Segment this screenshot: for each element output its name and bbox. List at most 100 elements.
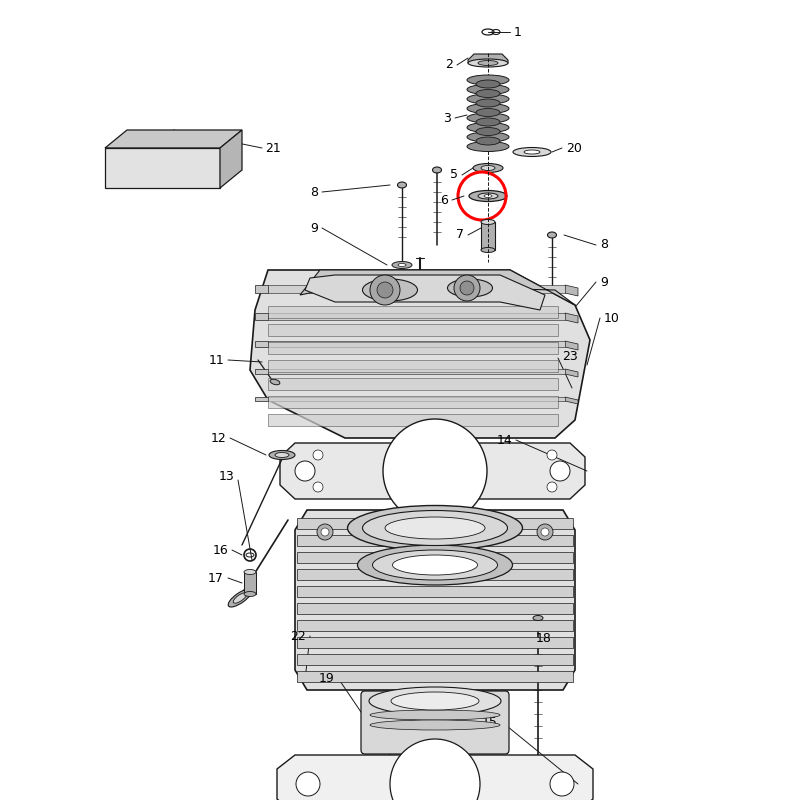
Bar xyxy=(268,341,565,347)
Text: 13: 13 xyxy=(218,470,234,482)
Polygon shape xyxy=(105,130,242,148)
Ellipse shape xyxy=(358,545,513,585)
Text: 8: 8 xyxy=(600,238,608,251)
Ellipse shape xyxy=(467,85,509,94)
Ellipse shape xyxy=(558,329,568,337)
Bar xyxy=(297,620,573,631)
Ellipse shape xyxy=(533,615,543,621)
Text: 1: 1 xyxy=(514,26,522,38)
Ellipse shape xyxy=(542,314,562,322)
Circle shape xyxy=(541,528,549,536)
Polygon shape xyxy=(244,572,256,594)
Ellipse shape xyxy=(547,232,557,238)
Bar xyxy=(268,342,558,354)
Bar xyxy=(297,518,573,529)
Circle shape xyxy=(370,275,400,305)
Ellipse shape xyxy=(234,593,246,603)
Circle shape xyxy=(383,419,487,523)
Polygon shape xyxy=(220,130,242,188)
Bar xyxy=(297,569,573,580)
Circle shape xyxy=(321,528,329,536)
Ellipse shape xyxy=(476,127,500,135)
Polygon shape xyxy=(565,285,578,296)
Ellipse shape xyxy=(513,147,551,157)
Polygon shape xyxy=(255,369,268,374)
Bar xyxy=(297,637,573,648)
Ellipse shape xyxy=(347,506,522,550)
Text: 12: 12 xyxy=(210,431,226,445)
Polygon shape xyxy=(565,397,578,404)
Text: 20: 20 xyxy=(566,142,582,154)
Bar xyxy=(268,397,565,401)
Polygon shape xyxy=(255,285,268,293)
Polygon shape xyxy=(565,369,578,377)
Ellipse shape xyxy=(228,589,252,607)
Polygon shape xyxy=(255,397,268,401)
Ellipse shape xyxy=(362,279,418,301)
Bar xyxy=(268,378,558,390)
Ellipse shape xyxy=(469,190,507,202)
Ellipse shape xyxy=(468,59,508,67)
Polygon shape xyxy=(565,313,578,323)
Bar xyxy=(268,285,565,293)
Ellipse shape xyxy=(467,142,509,151)
Ellipse shape xyxy=(385,517,485,539)
Ellipse shape xyxy=(476,109,500,117)
Bar xyxy=(268,396,558,408)
Ellipse shape xyxy=(370,720,500,730)
Ellipse shape xyxy=(467,122,509,133)
Bar xyxy=(297,603,573,614)
Bar xyxy=(297,654,573,665)
Text: 23: 23 xyxy=(562,350,578,362)
Ellipse shape xyxy=(481,247,495,253)
Ellipse shape xyxy=(476,99,500,107)
Circle shape xyxy=(550,772,574,796)
Polygon shape xyxy=(295,510,575,690)
Ellipse shape xyxy=(467,113,509,123)
Circle shape xyxy=(317,524,333,540)
Ellipse shape xyxy=(478,193,498,199)
Ellipse shape xyxy=(392,262,412,269)
Ellipse shape xyxy=(524,150,540,154)
Ellipse shape xyxy=(447,279,493,297)
Bar xyxy=(268,324,558,336)
Ellipse shape xyxy=(476,80,500,88)
Circle shape xyxy=(390,739,480,800)
Ellipse shape xyxy=(373,550,498,580)
Polygon shape xyxy=(468,54,508,63)
Bar xyxy=(297,535,573,546)
Polygon shape xyxy=(280,443,585,499)
Ellipse shape xyxy=(270,379,280,385)
Text: 16: 16 xyxy=(212,543,228,557)
Text: 18: 18 xyxy=(536,631,552,645)
Text: 17: 17 xyxy=(208,571,224,585)
Ellipse shape xyxy=(393,555,478,575)
Text: 7: 7 xyxy=(456,229,464,242)
Ellipse shape xyxy=(433,167,442,173)
Bar xyxy=(268,360,558,372)
Ellipse shape xyxy=(275,453,289,458)
Text: 2: 2 xyxy=(445,58,453,71)
Text: gasket sets: gasket sets xyxy=(126,163,198,173)
Circle shape xyxy=(295,461,315,481)
Ellipse shape xyxy=(473,163,503,173)
Polygon shape xyxy=(481,222,495,250)
Text: 9: 9 xyxy=(310,222,318,234)
Ellipse shape xyxy=(548,317,556,319)
Ellipse shape xyxy=(369,687,501,715)
Ellipse shape xyxy=(244,570,256,574)
Circle shape xyxy=(537,524,553,540)
Ellipse shape xyxy=(481,219,495,225)
Polygon shape xyxy=(277,755,593,800)
Ellipse shape xyxy=(391,692,479,710)
Bar xyxy=(268,414,558,426)
Ellipse shape xyxy=(476,118,500,126)
Text: 15: 15 xyxy=(482,715,498,729)
Polygon shape xyxy=(565,341,578,350)
Ellipse shape xyxy=(269,450,295,459)
Text: 9: 9 xyxy=(600,275,608,289)
FancyBboxPatch shape xyxy=(361,691,509,754)
Circle shape xyxy=(377,282,393,298)
Polygon shape xyxy=(255,313,268,320)
Bar xyxy=(268,369,565,374)
